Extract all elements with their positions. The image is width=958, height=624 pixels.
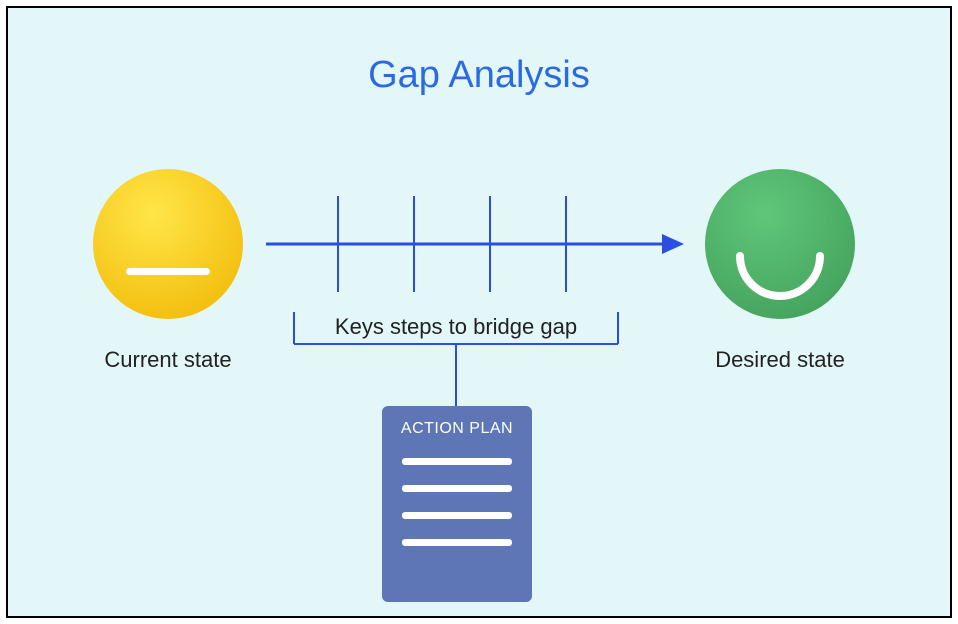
smile-mouth-icon	[705, 169, 855, 319]
action-plan-line	[402, 539, 512, 546]
current-state-face-icon	[93, 169, 243, 319]
diagram-frame: Gap Analysis Current state Desired state…	[6, 6, 952, 618]
desired-state-face-icon	[705, 169, 855, 319]
desired-state-label: Desired state	[680, 347, 880, 373]
current-state-label: Current state	[68, 347, 268, 373]
bracket-connector-icon	[292, 312, 620, 410]
action-plan-line	[402, 458, 512, 465]
action-plan-title: ACTION PLAN	[401, 420, 513, 438]
neutral-mouth-icon	[126, 268, 210, 275]
action-plan-card: ACTION PLAN	[382, 406, 532, 602]
diagram-title: Gap Analysis	[8, 54, 950, 97]
action-plan-line	[402, 485, 512, 492]
gap-arrow-icon	[266, 186, 692, 302]
action-plan-line	[402, 512, 512, 519]
